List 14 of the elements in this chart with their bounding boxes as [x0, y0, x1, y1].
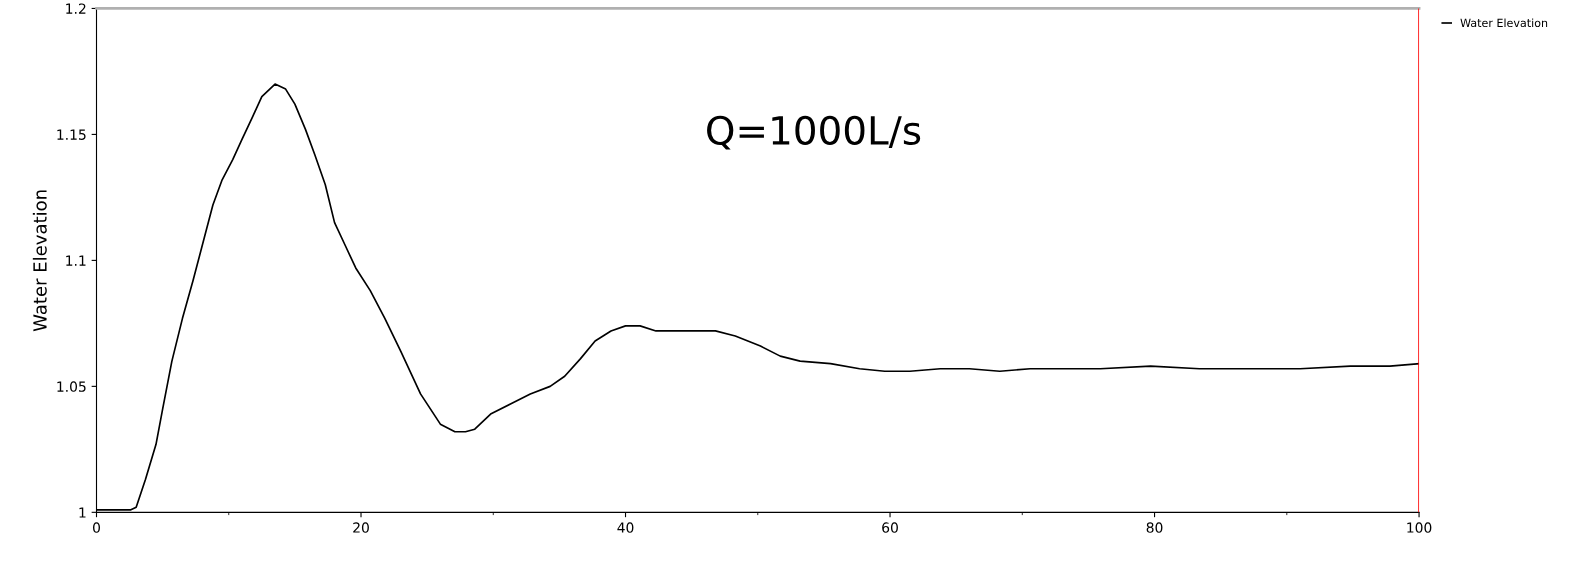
y-tick-label: 1.1 — [66, 255, 86, 266]
y-tick-label: 1 — [79, 507, 86, 518]
x-tick-label: 0 — [93, 522, 100, 533]
x-tick-label: 100 — [1407, 522, 1432, 533]
y-tick-label: 1.05 — [57, 381, 86, 392]
x-tick-label: 80 — [1146, 522, 1163, 533]
x-tick-label: 60 — [882, 522, 898, 533]
legend-label: Water Elevation — [1460, 18, 1548, 28]
y-tick-label: 1.2 — [66, 3, 86, 14]
x-tick-label: 40 — [617, 522, 634, 533]
y-axis-title: Water Elevation — [32, 190, 47, 332]
x-tick-label: 20 — [353, 522, 369, 533]
y-tick-label: 1.15 — [57, 129, 86, 140]
annotation: Q=1000L/s — [707, 115, 921, 150]
